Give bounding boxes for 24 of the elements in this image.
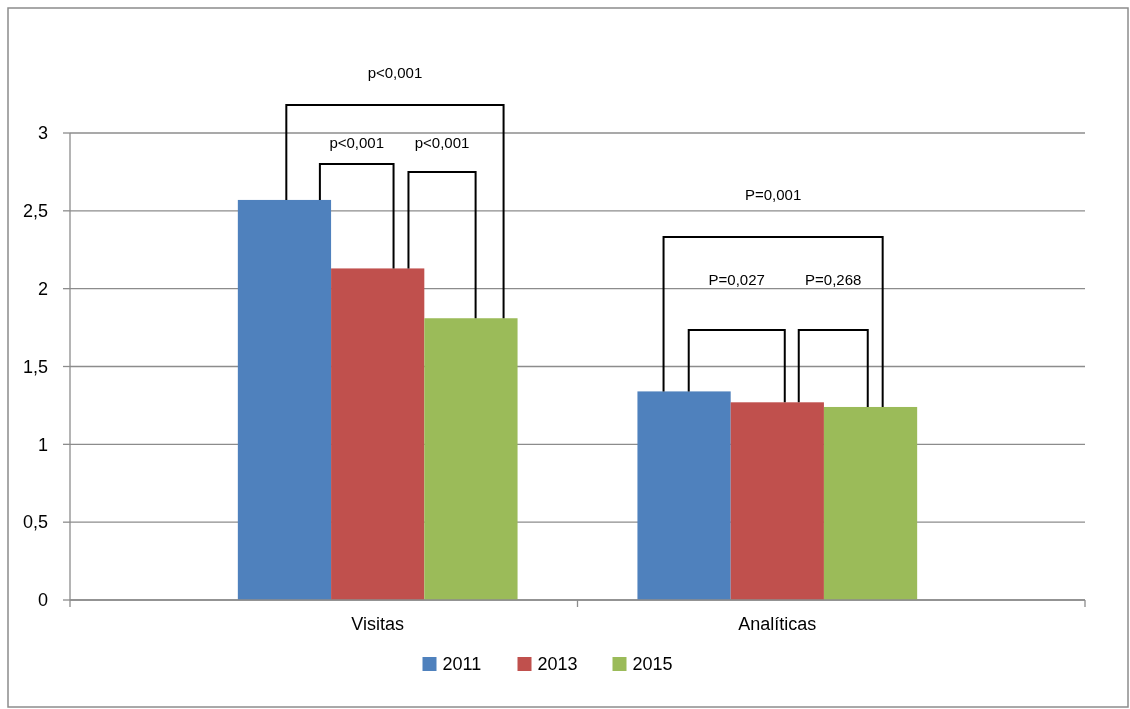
y-tick-label: 1,5 xyxy=(22,356,48,377)
y-tick-label: 0,5 xyxy=(22,512,48,533)
legend-label: 2013 xyxy=(537,654,578,675)
annotation: P=0,001 xyxy=(744,186,802,203)
bar xyxy=(730,402,824,600)
y-tick-label: 3 xyxy=(37,123,48,144)
legend-label: 2011 xyxy=(442,654,482,675)
bar xyxy=(823,406,918,600)
annotation: P=0,268 xyxy=(805,271,862,288)
x-tick-label: Analíticas xyxy=(738,614,817,634)
annotation: p<0,001 xyxy=(329,134,385,151)
bar xyxy=(237,199,332,600)
annotation: P=0,027 xyxy=(708,271,765,288)
y-tick-label: 2 xyxy=(37,278,48,299)
x-tick-label: Visitas xyxy=(351,614,405,634)
legend-label: 2015 xyxy=(632,654,673,675)
y-tick-label: 0 xyxy=(37,590,48,611)
bar xyxy=(637,391,731,600)
y-tick-label: 2,5 xyxy=(22,201,48,222)
bar xyxy=(424,318,518,600)
bar xyxy=(331,268,425,600)
text: p<0,001 xyxy=(367,64,423,81)
annotation: p<0,001 xyxy=(414,134,470,151)
y-tick-label: 1 xyxy=(37,434,48,455)
